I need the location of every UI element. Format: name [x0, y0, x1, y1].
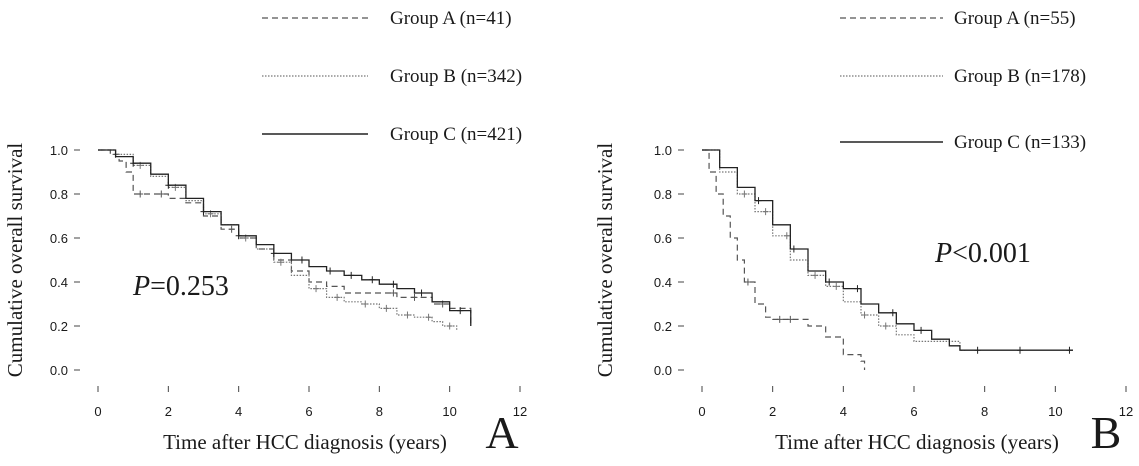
censor-mark [277, 258, 284, 266]
x-tick-label: 12 [513, 404, 527, 419]
censor-mark [755, 197, 762, 205]
censor-mark [861, 311, 868, 319]
y-tick-label: 0.6 [654, 231, 672, 246]
x-tick-label: 0 [698, 404, 705, 419]
x-tick-label: 6 [910, 404, 917, 419]
censor-mark [390, 289, 397, 297]
censor-mark [298, 256, 305, 264]
x-tick-label: 4 [235, 404, 242, 419]
censor-mark [362, 300, 369, 308]
censor-mark [411, 293, 418, 301]
x-tick-label: 8 [981, 404, 988, 419]
censor-mark [235, 232, 242, 240]
censor-mark [974, 346, 981, 354]
x-tick-label: 8 [376, 404, 383, 419]
chart-panel-a: 0.0 0.2 0.4 0.6 0.8 1.0 0 2 4 6 8 10 12 Group A (n=41… [3, 8, 527, 458]
panel-label: A [485, 407, 518, 458]
p-value-annotation: P<0.001 [934, 238, 1031, 269]
censor-mark [744, 278, 751, 286]
p-value-symbol: P [934, 238, 952, 269]
censor-mark [446, 322, 453, 330]
p-value-text: <0.001 [952, 238, 1031, 269]
censor-mark [425, 313, 432, 321]
censor-mark [762, 208, 769, 216]
censor-mark [165, 181, 172, 189]
y-axis-title: Cumulative overall survival [593, 143, 617, 378]
censor-mark [200, 208, 207, 216]
censor-mark [404, 311, 411, 319]
legend-label: Group A (n=55) [954, 8, 1076, 29]
x-tick-label: 10 [442, 404, 456, 419]
censor-mark [334, 293, 341, 301]
censor-mark [1017, 346, 1023, 354]
legend-label: Group B (n=342) [390, 66, 522, 87]
legend-label: Group B (n=178) [954, 66, 1086, 87]
censor-mark [383, 304, 390, 312]
x-tick-label: 10 [1048, 404, 1062, 419]
panel-label: B [1091, 407, 1122, 458]
y-tick-label: 0.8 [50, 187, 68, 202]
censor-mark [1066, 346, 1073, 354]
censor-mark [137, 190, 144, 198]
censor-mark [783, 232, 790, 240]
x-tick-label: 6 [305, 404, 312, 419]
x-axis-title: Time after HCC diagnosis (years) [163, 430, 447, 454]
x-tick-label: 12 [1119, 404, 1133, 419]
censor-mark [918, 326, 925, 334]
survival-curve-solid [702, 149, 1073, 351]
y-tick-label: 1.0 [50, 143, 68, 158]
y-tick-label: 0.2 [50, 319, 68, 334]
y-tick-label: 0.4 [654, 275, 672, 290]
censor-mark [228, 225, 235, 233]
censor-mark [741, 190, 748, 198]
y-tick-label: 1.0 [654, 143, 672, 158]
p-value-text: =0.253 [150, 271, 229, 302]
censor-mark [130, 159, 137, 167]
censor-mark [833, 282, 840, 290]
y-tick-label: 0.2 [654, 319, 672, 334]
y-axis-title: Cumulative overall survival [3, 143, 27, 378]
censor-mark [270, 249, 277, 257]
censor-mark [826, 278, 833, 286]
survival-curve-dashed [702, 149, 866, 370]
censor-mark [787, 315, 794, 323]
y-tick-label: 0.0 [654, 363, 672, 378]
y-tick-label: 0.8 [654, 187, 672, 202]
censor-mark [348, 271, 355, 279]
legend-label: Group C (n=421) [390, 124, 522, 145]
censor-mark [390, 280, 397, 288]
legend-label: Group C (n=133) [954, 132, 1086, 153]
survival-curve-solid [98, 149, 472, 326]
p-value-symbol: P [132, 271, 150, 302]
censor-mark [882, 322, 889, 330]
survival-curve-dashed [98, 149, 472, 326]
censor-mark [327, 267, 334, 275]
survival-curve-dotted [98, 149, 458, 331]
survival-curve-dotted [702, 149, 967, 351]
censor-mark [812, 271, 819, 279]
censor-mark [889, 309, 896, 317]
chart-panel-b: 0.0 0.2 0.4 0.6 0.8 1.0 0 2 4 6 8 10 12 Group A (n=55… [593, 8, 1133, 458]
censor-mark [790, 245, 797, 253]
y-tick-label: 0.4 [50, 275, 68, 290]
p-value-annotation: P=0.253 [132, 271, 229, 302]
censor-mark [313, 285, 320, 293]
y-tick-label: 0.6 [50, 231, 68, 246]
y-tick-label: 0.0 [50, 363, 68, 378]
x-tick-label: 4 [840, 404, 847, 419]
censor-mark [776, 315, 783, 323]
legend-label: Group A (n=41) [390, 8, 512, 29]
x-tick-label: 2 [165, 404, 172, 419]
censor-mark [854, 285, 861, 293]
x-tick-label: 0 [94, 404, 101, 419]
censor-mark [369, 276, 376, 284]
censor-mark [418, 289, 425, 297]
x-axis-title: Time after HCC diagnosis (years) [775, 430, 1059, 454]
censor-mark [158, 190, 165, 198]
censor-mark [457, 307, 464, 315]
x-tick-label: 2 [769, 404, 776, 419]
